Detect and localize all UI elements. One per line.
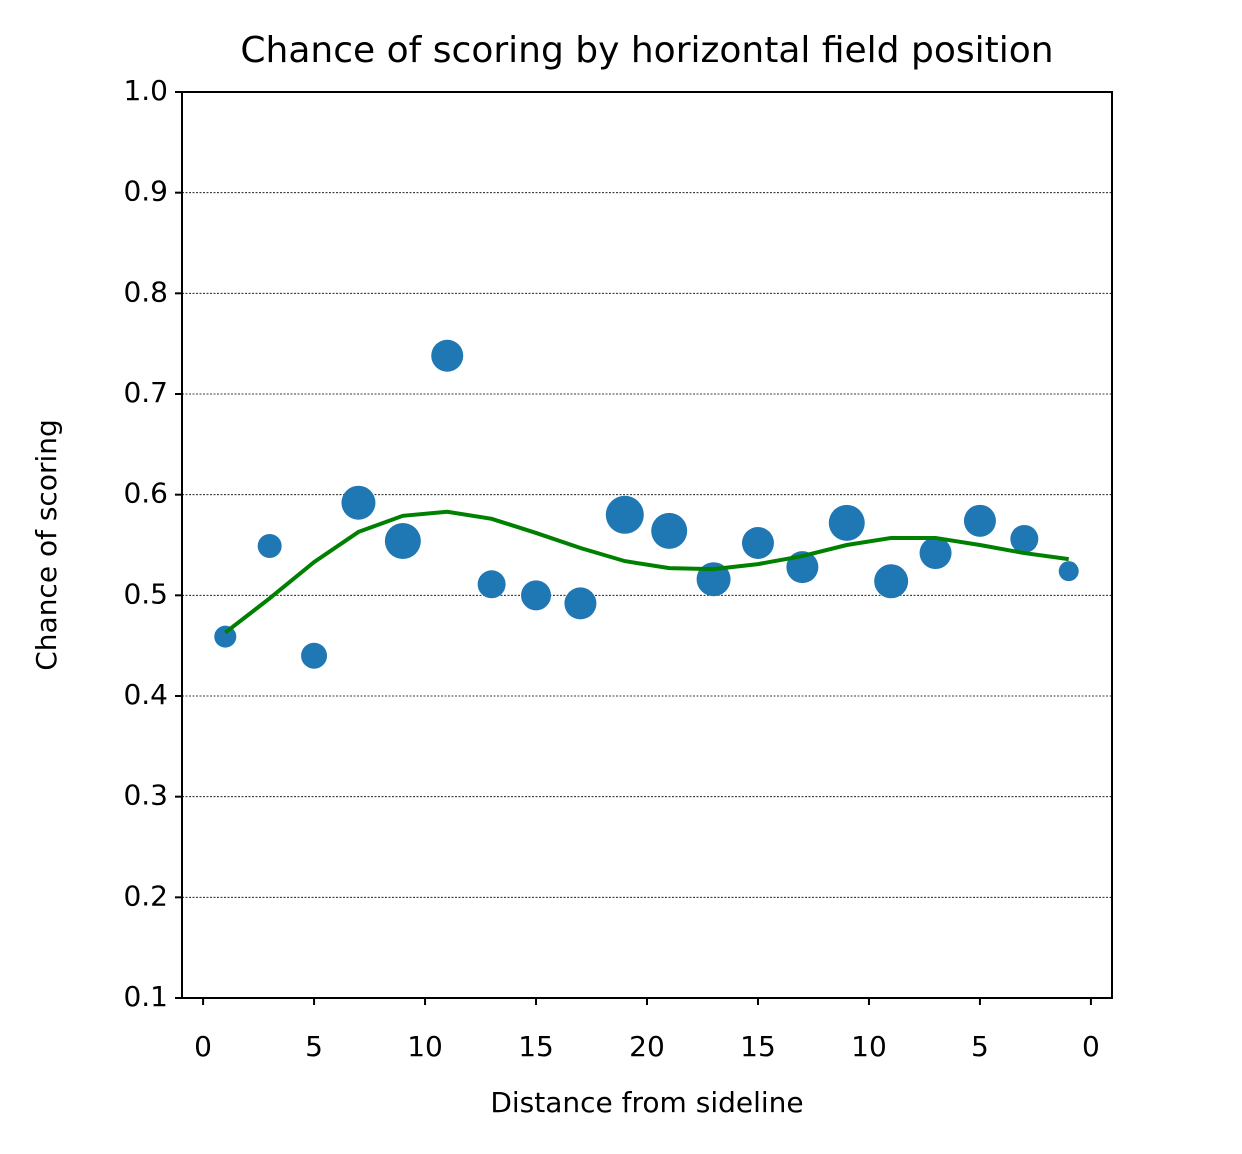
y-tick-label: 0.8 — [123, 275, 168, 308]
point — [477, 570, 506, 599]
line — [224, 509, 1069, 635]
point — [257, 534, 282, 559]
point — [1010, 524, 1039, 553]
y-tick-label: 0.2 — [123, 879, 168, 912]
y-tick-label: 0.3 — [123, 779, 168, 812]
x-tick-label: 0 — [1082, 1030, 1100, 1063]
point — [605, 495, 644, 534]
plot-frame — [181, 91, 1113, 999]
point — [963, 504, 996, 537]
y-tick-label: 0.9 — [123, 175, 168, 208]
y-axis-label: Chance of scoring — [30, 419, 63, 671]
x-tick-label: 5 — [305, 1030, 323, 1063]
x-tick-label: 10 — [407, 1030, 443, 1063]
chart-title: Chance of scoring by horizontal field po… — [240, 30, 1053, 71]
point — [521, 580, 552, 611]
point — [214, 625, 237, 648]
point — [341, 485, 376, 520]
y-tick-label: 0.4 — [123, 678, 168, 711]
x-tick-label: 15 — [740, 1030, 776, 1063]
x-tick-label: 15 — [518, 1030, 554, 1063]
point — [651, 512, 688, 549]
y-tick-label: 0.1 — [123, 980, 168, 1013]
x-axis-label: Distance from sideline — [490, 1086, 803, 1119]
y-tick-label: 0.7 — [123, 376, 168, 409]
x-tick-label: 20 — [629, 1030, 665, 1063]
point — [874, 564, 909, 599]
point — [1058, 561, 1079, 582]
point — [919, 537, 952, 570]
x-tick-label: 5 — [971, 1030, 989, 1063]
y-tick-label: 0.6 — [123, 477, 168, 510]
x-tick-label: 0 — [194, 1030, 212, 1063]
y-tick-label: 1.0 — [123, 74, 168, 107]
point — [301, 642, 328, 669]
point — [431, 339, 464, 372]
point — [384, 522, 421, 559]
point — [564, 587, 597, 620]
point — [828, 504, 865, 541]
y-tick-label: 0.5 — [123, 577, 168, 610]
x-tick-label: 10 — [851, 1030, 887, 1063]
point — [741, 526, 774, 559]
